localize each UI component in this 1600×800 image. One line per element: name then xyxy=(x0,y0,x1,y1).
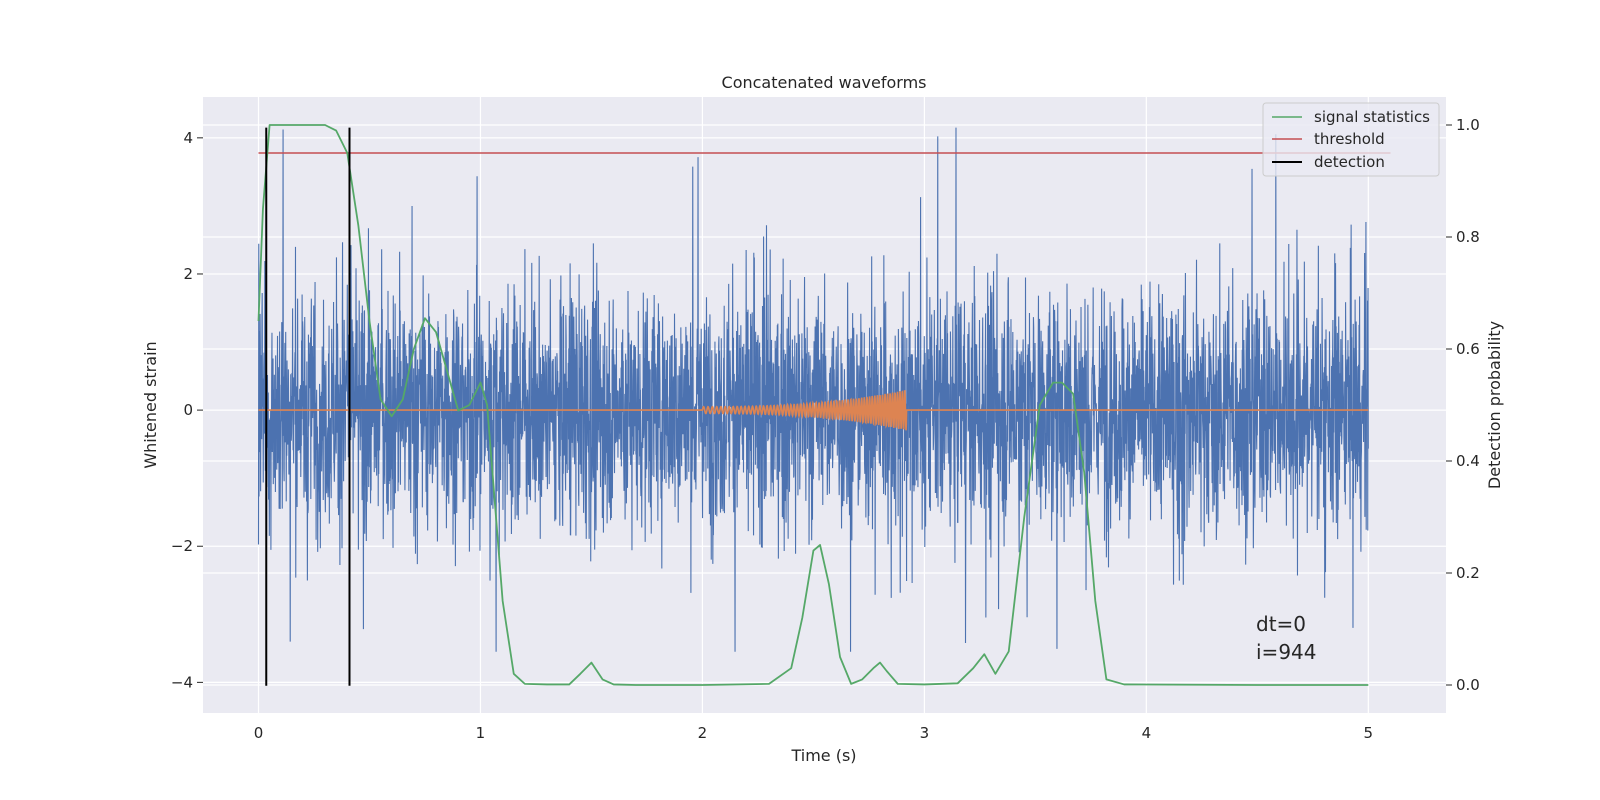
injection-line xyxy=(258,390,1369,431)
y2-tick-label: 0.2 xyxy=(1456,564,1480,582)
legend-label-threshold: threshold xyxy=(1314,130,1385,148)
data-layer xyxy=(257,124,1391,686)
y2-axis-label: Detection probability xyxy=(1485,321,1504,489)
legend-label-signal-statistics: signal statistics xyxy=(1314,108,1430,126)
y-tick-label: 4 xyxy=(183,129,193,147)
y-axis-label: Whitened strain xyxy=(141,341,160,468)
x-axis-label: Time (s) xyxy=(790,746,856,765)
x-tick-label: 3 xyxy=(920,724,930,742)
y2-tick-label: 0.4 xyxy=(1456,452,1480,470)
x-tick-label: 1 xyxy=(476,724,486,742)
y2-tick-label: 0.6 xyxy=(1456,340,1480,358)
x-tick-label: 4 xyxy=(1142,724,1152,742)
legend-box xyxy=(1262,102,1440,177)
legend-label-detection: detection xyxy=(1314,153,1385,171)
y2-tick-label: 0.8 xyxy=(1456,228,1480,246)
annotation-dt: dt=0 xyxy=(1256,612,1306,636)
annotation-i: i=944 xyxy=(1256,640,1317,664)
y-tick-label: −2 xyxy=(171,537,193,555)
signal-statistics-line xyxy=(257,124,1369,686)
x-tick-label: 0 xyxy=(254,724,264,742)
legend: signal statistics threshold detection xyxy=(1262,102,1440,177)
y-tick-label: 0 xyxy=(183,401,193,419)
x-tick-label: 2 xyxy=(698,724,708,742)
chart-title: Concatenated waveforms xyxy=(722,73,927,92)
tick-layer: 0 1 2 3 4 5 −4 −2 0 2 4 0.0 0.2 0.4 0.6 0.8 1.0 xyxy=(171,116,1480,742)
y-tick-label: −4 xyxy=(171,673,193,691)
y2-tick-label: 0.0 xyxy=(1456,676,1480,694)
y-tick-label: 2 xyxy=(183,265,193,283)
y2-tick-label: 1.0 xyxy=(1456,116,1480,134)
x-tick-label: 5 xyxy=(1364,724,1374,742)
strain-line xyxy=(257,127,1369,652)
